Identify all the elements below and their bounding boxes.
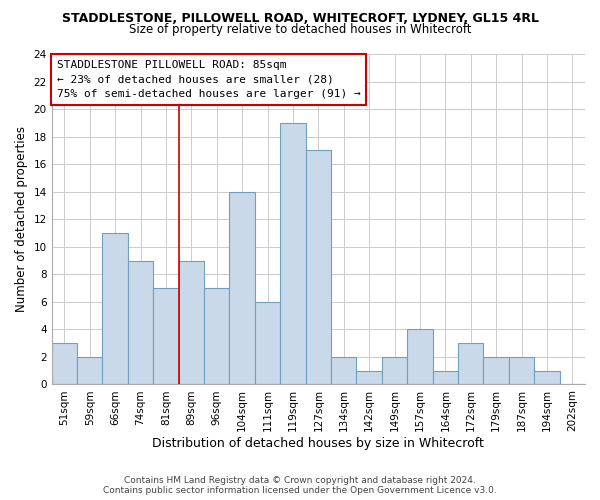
Text: Contains HM Land Registry data © Crown copyright and database right 2024.
Contai: Contains HM Land Registry data © Crown c… <box>103 476 497 495</box>
X-axis label: Distribution of detached houses by size in Whitecroft: Distribution of detached houses by size … <box>152 437 484 450</box>
Bar <box>509 357 534 384</box>
Text: STADDLESTONE, PILLOWELL ROAD, WHITECROFT, LYDNEY, GL15 4RL: STADDLESTONE, PILLOWELL ROAD, WHITECROFT… <box>62 12 539 26</box>
Bar <box>382 357 407 384</box>
Text: Size of property relative to detached houses in Whitecroft: Size of property relative to detached ho… <box>129 22 471 36</box>
Bar <box>458 343 484 384</box>
Bar <box>52 343 77 384</box>
Bar <box>433 370 458 384</box>
Bar <box>407 330 433 384</box>
Bar <box>103 233 128 384</box>
Bar <box>128 260 153 384</box>
Bar <box>77 357 103 384</box>
Bar <box>255 302 280 384</box>
Bar <box>305 150 331 384</box>
Bar <box>204 288 229 384</box>
Bar <box>280 123 305 384</box>
Bar <box>179 260 204 384</box>
Text: STADDLESTONE PILLOWELL ROAD: 85sqm
← 23% of detached houses are smaller (28)
75%: STADDLESTONE PILLOWELL ROAD: 85sqm ← 23%… <box>57 60 361 99</box>
Bar <box>153 288 179 384</box>
Bar <box>534 370 560 384</box>
Bar <box>229 192 255 384</box>
Bar <box>484 357 509 384</box>
Y-axis label: Number of detached properties: Number of detached properties <box>15 126 28 312</box>
Bar <box>356 370 382 384</box>
Bar <box>331 357 356 384</box>
